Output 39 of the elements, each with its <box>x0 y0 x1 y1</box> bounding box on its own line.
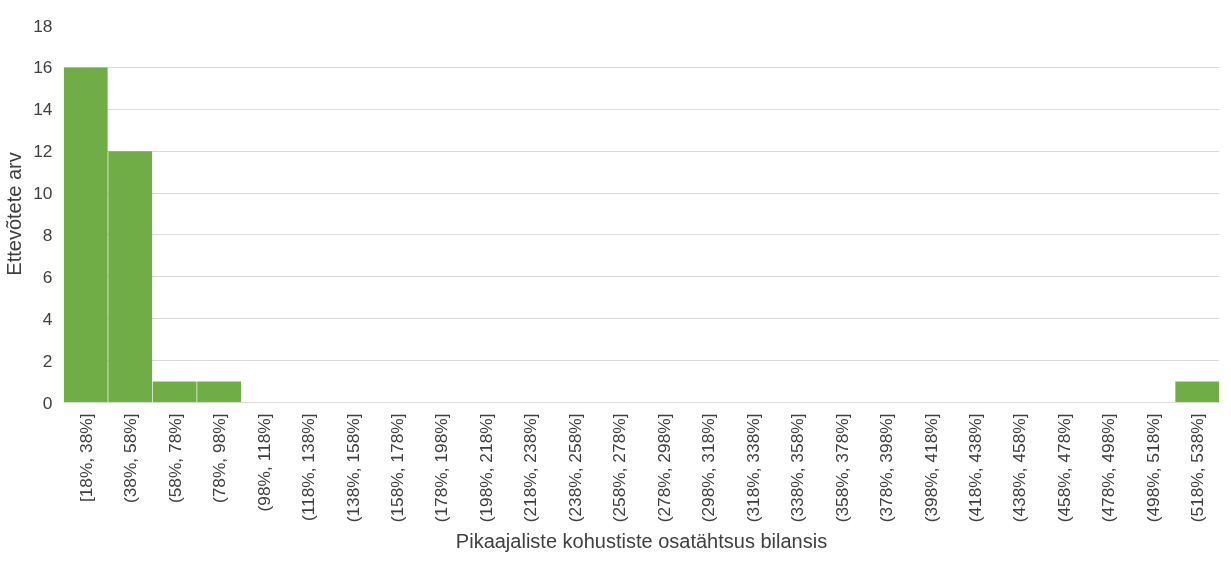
x-tick-label: (238%, 258%] <box>564 413 585 523</box>
x-tick-label: (398%, 418%] <box>920 413 941 523</box>
y-tick-label: 16 <box>33 57 53 78</box>
x-tick-label: (38%, 58%] <box>120 413 141 504</box>
x-tick-label: (438%, 458%] <box>1009 413 1030 523</box>
y-tick-label: 2 <box>42 350 53 371</box>
y-tick-label: 10 <box>33 183 53 204</box>
y-tick-label: 4 <box>42 308 53 329</box>
x-tick-label: (58%, 78%] <box>164 413 185 504</box>
y-tick-label: 6 <box>42 266 53 287</box>
x-tick-label: (298%, 318%] <box>698 413 719 523</box>
x-tick-label: (118%, 138%] <box>298 413 319 522</box>
x-tick-label: (318%, 338%] <box>742 413 763 523</box>
x-tick-label: (98%, 118%] <box>253 413 274 512</box>
x-tick-label: (158%, 178%] <box>386 413 407 523</box>
x-tick-label: (338%, 358%] <box>787 413 808 523</box>
x-tick-label: (418%, 438%] <box>964 413 985 523</box>
x-tick-label: (78%, 98%] <box>209 413 230 504</box>
x-tick-label: (138%, 158%] <box>342 413 363 523</box>
x-tick-label: (258%, 278%] <box>609 413 630 523</box>
x-tick-label: (498%, 518%] <box>1142 413 1163 523</box>
y-tick-label: 18 <box>33 15 53 36</box>
x-tick-label: (218%, 238%] <box>520 413 541 523</box>
bar <box>1175 381 1220 403</box>
y-tick-label: 8 <box>42 224 53 245</box>
x-tick-label: (278%, 298%] <box>653 413 674 523</box>
y-tick-label: 0 <box>42 392 53 413</box>
x-tick-label: [18%, 38%] <box>75 413 96 503</box>
x-tick-label: (378%, 398%] <box>876 413 897 523</box>
x-tick-label: (518%, 538%] <box>1187 413 1208 523</box>
x-tick-label: (478%, 498%] <box>1098 413 1119 523</box>
y-tick-label: 14 <box>33 99 53 120</box>
y-axis-title: Ettevõtete arv <box>3 152 26 276</box>
x-tick-label: (198%, 218%] <box>475 413 496 523</box>
x-tick-label: (358%, 378%] <box>831 413 852 523</box>
x-tick-label: (178%, 198%] <box>431 413 452 523</box>
x-tick-label: (458%, 478%] <box>1053 413 1074 523</box>
y-tick-label: 12 <box>33 141 53 162</box>
x-axis-title: Pikaajaliste kohustiste osatähtsus bilansis <box>455 530 828 553</box>
